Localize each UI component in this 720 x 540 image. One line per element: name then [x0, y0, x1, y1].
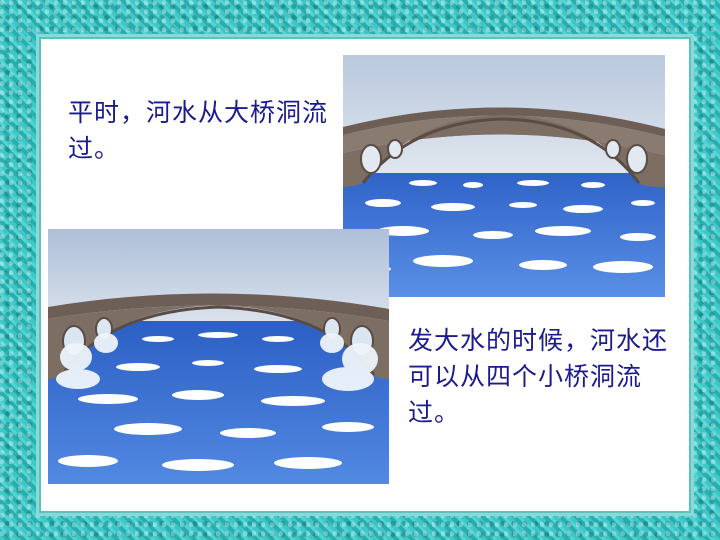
bridge-normal-water-illustration: [343, 55, 665, 297]
caption-normal-water: 平时，河水从大桥洞流过。: [68, 98, 329, 163]
bridge-flood-illustration: [48, 229, 389, 484]
caption-flood-water: 发大水的时候，河水还可以从四个小桥洞流过。: [408, 326, 669, 427]
